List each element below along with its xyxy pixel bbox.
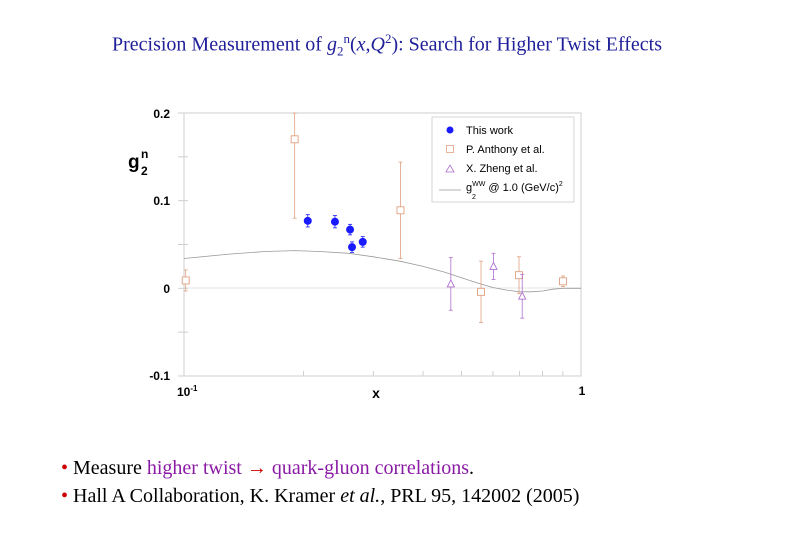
legend-ww-suffix: @ 1.0 (GeV/c) [485,182,559,194]
legend-ww-suffix-sup: 2 [559,181,563,188]
x-tick-label: 1 [579,384,586,398]
bullet-dot: • [61,457,69,479]
highlight-higher-twist: higher twist [146,457,242,479]
arrow-icon: → [246,457,267,479]
series-layer [181,112,567,323]
x-tick-marks [183,371,582,376]
data-point-this-work [346,225,355,234]
data-point-this-work [358,237,367,246]
legend-marker-zheng [445,164,455,173]
bullet-dot: • [61,485,69,507]
title-x: x [356,33,366,56]
y-tick-label: -0.1 [149,369,170,383]
data-point-anthony [290,135,299,144]
legend-ww-sup: WW [472,181,486,188]
y-tick-marks [178,112,188,377]
ww-curve [183,250,581,293]
data-point-anthony [181,276,190,285]
bullet-text-end: , PRL 95, 142002 (2005) [380,485,580,507]
x-tick-label: 10-1 [177,384,198,399]
legend: This work P. Anthony et al. X. Zheng et … [431,116,575,203]
bullet-text-end: . [469,457,475,479]
title-suffix: ): Search for Higher Twist Effects [391,33,663,56]
bullet-item: • Hall A Collaboration, K. Kramer et al.… [61,482,579,510]
y-tick-label: 0.1 [153,194,170,208]
y-tick-label: 0.2 [153,107,170,121]
data-point-anthony [559,277,567,286]
legend-ww-sub: 2 [472,194,476,201]
title-g: g [326,33,337,56]
legend-marker-anthony [446,145,454,153]
bullet-item: • Measure higher twist → quark-gluon cor… [61,454,579,482]
y-axis-label-sup: n [141,147,148,161]
y-tick-label: 0 [163,282,170,296]
y-axis-label: g [128,152,140,173]
data-point-this-work [303,216,312,225]
title-comma: , [365,33,371,56]
x-tick-base: 10 [177,385,191,399]
title-g-sup: n [343,31,350,46]
legend-marker-this-work [446,126,454,134]
data-point-zheng [446,278,456,288]
x-tick-exp: -1 [190,384,198,393]
bullet-list: • Measure higher twist → quark-gluon cor… [61,454,579,510]
y-axis-label-sub: 2 [141,164,148,178]
highlight-quark-gluon: quark-gluon correlations [266,457,470,479]
data-point-this-work [348,243,357,252]
legend-label-zheng: X. Zheng et al. [466,163,538,175]
title-open-paren: ( [349,33,357,56]
data-point-anthony [477,287,485,296]
data-point-anthony [396,206,405,215]
legend-label-ww: gWW @ 1.0 (GeV/c)2 [466,181,563,194]
bullet-italic: et al. [340,485,381,507]
data-point-zheng [517,291,527,300]
title-prefix: Precision Measurement of [111,33,327,56]
legend-label-anthony: P. Anthony et al. [466,144,545,156]
legend-box [431,116,575,203]
data-point-zheng [489,261,498,270]
data-point-anthony [515,271,523,280]
data-point-this-work [330,217,339,226]
title-g-sub: 2 [336,43,344,59]
slide-title: Precision Measurement of g2n(x,Q2): Sear… [0,31,774,60]
title-q: Q [370,33,385,56]
legend-ww-g: g [466,182,472,194]
y-axis-label-g: g [128,152,140,173]
title-q-sup: 2 [384,31,392,46]
bullet-text: Hall A Collaboration, K. Kramer [68,485,341,507]
x-axis-label: x [372,385,380,401]
bullet-text: Measure [68,457,147,479]
legend-label-this-work: This work [466,125,514,137]
